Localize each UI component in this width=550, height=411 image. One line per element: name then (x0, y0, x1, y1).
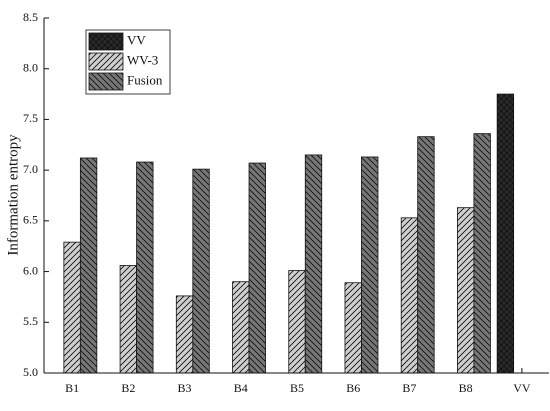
x-tick-label: B2 (121, 381, 135, 395)
x-tick-label: B1 (65, 381, 79, 395)
bar (361, 156, 379, 374)
legend-label: WV-3 (127, 52, 158, 67)
bar (496, 93, 515, 374)
bar (304, 154, 323, 374)
x-tick-label: B8 (459, 381, 473, 395)
bar (288, 270, 306, 374)
legend-label: VV (127, 32, 146, 47)
bar (400, 217, 419, 374)
x-tick-label: B4 (234, 381, 248, 395)
y-tick-label: 6.5 (23, 213, 38, 227)
x-tick-label: B3 (178, 381, 192, 395)
bar (232, 281, 250, 374)
y-tick-label: 7.0 (23, 162, 38, 176)
legend-swatch (88, 32, 124, 51)
y-axis-label: Information entropy (5, 134, 21, 256)
y-tick-label: 5.5 (23, 314, 38, 328)
x-tick-label: VV (513, 381, 531, 395)
bar (473, 133, 491, 374)
x-tick-label: B6 (346, 381, 360, 395)
y-tick-label: 7.5 (23, 111, 38, 125)
bar (344, 282, 362, 374)
y-tick-label: 8.0 (23, 60, 38, 74)
legend-swatch (88, 72, 124, 91)
bar (119, 265, 137, 374)
legend-swatch (88, 52, 124, 71)
bar (248, 162, 266, 374)
y-tick-label: 8.5 (23, 10, 38, 24)
x-tick-label: B5 (290, 381, 304, 395)
bar (136, 161, 154, 374)
y-tick-label: 5.0 (23, 365, 38, 379)
legend-label: Fusion (127, 72, 163, 87)
bar (63, 241, 81, 374)
bar (79, 157, 98, 374)
x-tick-label: B7 (402, 381, 416, 395)
bar (457, 207, 475, 374)
bar (192, 168, 210, 374)
bar (417, 136, 435, 374)
y-tick-label: 6.0 (23, 263, 38, 277)
bar (175, 295, 194, 374)
